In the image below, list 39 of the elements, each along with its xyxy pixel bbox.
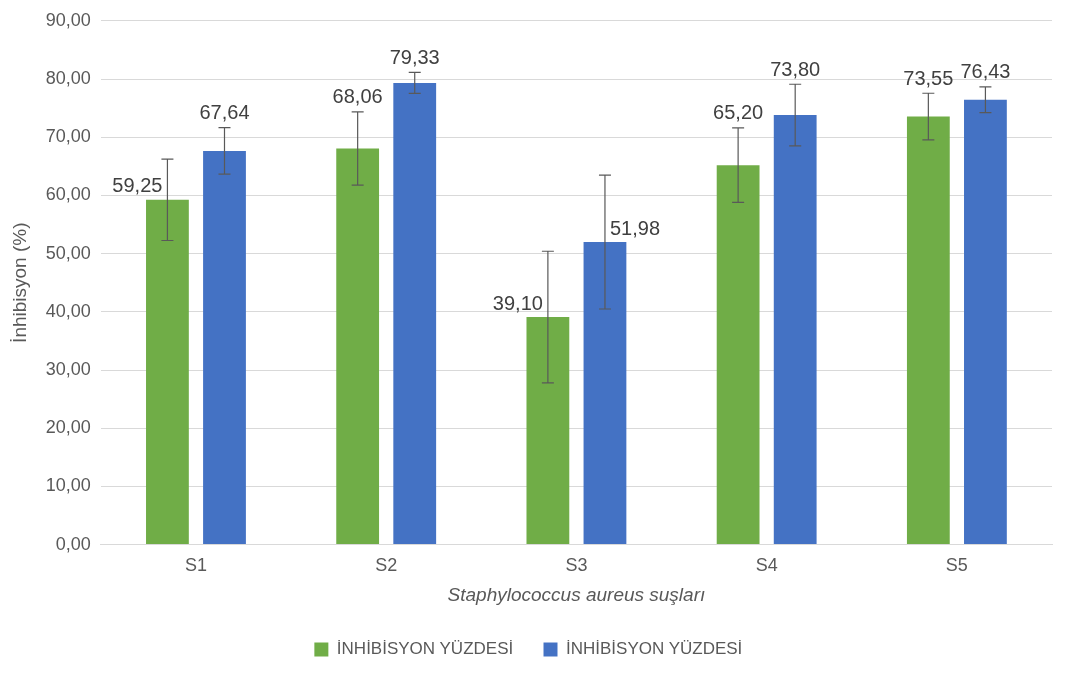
data-label: 65,20 (713, 101, 764, 124)
bar (526, 317, 570, 545)
x-tick-label: S2 (375, 555, 398, 576)
bar (906, 116, 950, 545)
x-tick-label: S1 (184, 555, 207, 576)
bar (203, 150, 246, 545)
bar (716, 165, 760, 545)
x-axis-title: Staphylococcus aureus suşları (447, 583, 706, 605)
x-tick-label: S4 (755, 555, 778, 576)
data-label: 73,80 (770, 57, 821, 80)
bar (583, 242, 627, 545)
data-label: 68,06 (332, 85, 383, 108)
data-label: 76,43 (960, 60, 1011, 83)
data-label: 51,98 (609, 216, 661, 239)
y-tick-label: 10,00 (45, 475, 91, 496)
bar (146, 199, 189, 545)
data-label: 39,10 (492, 291, 543, 314)
bar (393, 82, 437, 545)
y-tick-label: 50,00 (45, 242, 91, 263)
data-label: 79,33 (389, 45, 440, 68)
bar (964, 99, 1007, 545)
bar (773, 115, 817, 545)
y-axis-title: İnhibisyon (%) (8, 222, 30, 343)
legend-label: İNHİBİSYON YÜZDESİ (336, 639, 514, 659)
y-tick-label: 30,00 (45, 358, 91, 379)
y-tick-label: 0,00 (55, 533, 91, 554)
y-tick-label: 40,00 (45, 300, 91, 321)
legend-label: İNHİBİSYON YÜZDESİ (566, 639, 743, 659)
y-tick-label: 20,00 (45, 417, 91, 438)
x-tick-label: S3 (565, 555, 588, 576)
y-tick-label: 60,00 (45, 184, 91, 205)
y-tick-label: 80,00 (45, 67, 91, 88)
data-label: 73,55 (903, 66, 954, 89)
y-tick-label: 90,00 (45, 9, 91, 30)
data-label: 59,25 (112, 174, 163, 197)
x-tick-label: S5 (945, 555, 968, 576)
bar (336, 148, 380, 545)
data-label: 67,64 (199, 101, 250, 124)
y-tick-label: 70,00 (45, 126, 91, 147)
